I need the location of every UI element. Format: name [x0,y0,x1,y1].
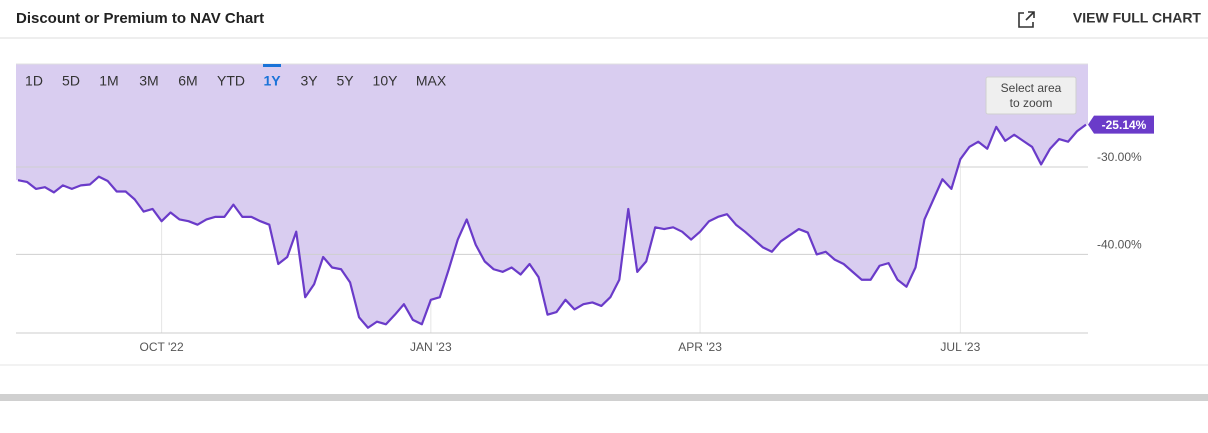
range-button[interactable]: 3M [139,73,158,89]
x-tick-label: JAN '23 [410,340,452,354]
external-link-icon[interactable] [1018,11,1035,28]
selected-indicator [263,64,281,67]
line [17,123,1087,329]
view-full-chart[interactable]: VIEW FULL CHART [1073,10,1202,26]
x-tick-label: APR '23 [678,340,722,354]
icon-arrow [1025,11,1035,21]
section-separator [0,394,1208,401]
range-button[interactable]: MAX [416,73,447,89]
range-button[interactable]: 1D [25,73,43,89]
y-tick-label: -40.00% [1097,238,1142,252]
section-title: Discount or Premium to NAV Chart [16,10,264,27]
range-button[interactable]: 5D [62,73,80,89]
x-tick-label: JUL '23 [940,340,980,354]
range-button[interactable]: 3Y [300,73,318,89]
area [16,64,1088,328]
range-button[interactable]: YTD [217,73,245,89]
range-button[interactable]: 5Y [336,73,354,89]
zoom-hint: to zoom [1010,96,1053,110]
range-button[interactable]: 10Y [373,73,399,89]
zoom-hint: Select area [1001,81,1062,95]
value-flag [1088,115,1154,134]
zoom-hint-box [985,76,1077,115]
range-button[interactable]: 1M [99,73,118,89]
value-label: -25.14% [1102,118,1147,132]
x-tick-label: OCT '22 [140,340,184,354]
icon-box [1018,12,1034,28]
y-tick-label: -30.00% [1097,150,1142,164]
range-button[interactable]: 1Y [263,73,281,89]
range-button[interactable]: 6M [178,73,197,89]
